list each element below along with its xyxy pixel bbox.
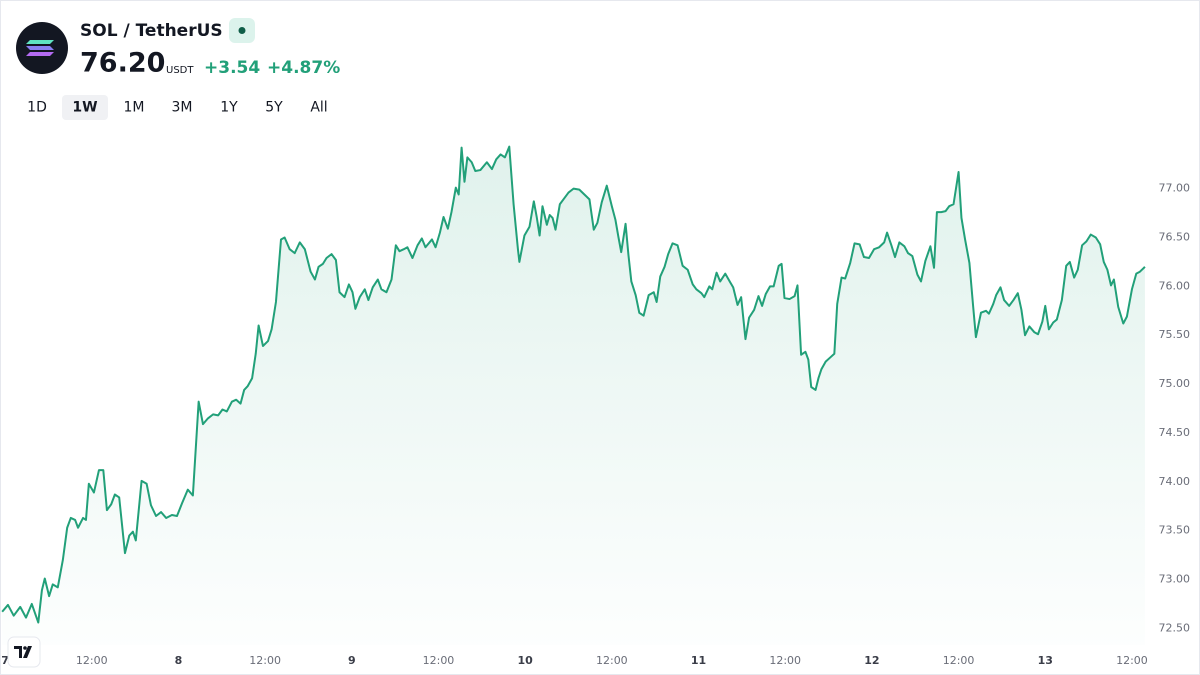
range-button[interactable]: 1D [27,100,47,116]
y-tick-label: 74.00 [1159,475,1191,488]
y-tick-label: 75.50 [1159,328,1191,341]
y-tick-label: 73.50 [1159,524,1191,537]
range-button[interactable]: All [310,100,327,116]
x-tick-label: 12:00 [76,654,108,667]
change-percent: +4.87% [267,58,340,78]
x-tick-label: 8 [175,654,183,667]
x-tick-label: 12:00 [423,654,455,667]
price: 76.20 [80,48,165,79]
price-line [1,145,1146,624]
change: +3.54 [204,58,260,78]
x-tick-label: 12:00 [769,654,801,667]
x-tick-label: 13 [1038,654,1053,667]
range-button[interactable]: 1M [124,100,145,116]
range-selector: 1D 1W 1M 3M 1Y 5Y All [27,95,328,120]
x-tick-label: 10 [518,654,534,667]
symbol: SOL / TetherUS [80,21,223,41]
x-tick-label: 12:00 [1116,654,1148,667]
y-tick-label: 74.50 [1159,426,1191,439]
logo [16,22,68,74]
y-tick-label: 76.00 [1159,279,1191,292]
status-dot [238,27,246,34]
x-tick-label: 9 [348,654,356,667]
range-button[interactable]: 5Y [265,100,283,116]
x-tick-label: 12:00 [249,654,281,667]
currency: USDT [166,65,194,76]
range-button[interactable]: 1Y [220,100,238,116]
range-highlight [62,95,108,120]
x-tick-label: 12:00 [596,654,628,667]
y-tick-label: 76.50 [1159,230,1191,243]
y-tick-label: 72.50 [1159,621,1191,634]
y-tick-label: 75.00 [1159,377,1191,390]
y-tick-label: 77.00 [1159,182,1191,195]
plot-area [1,145,1146,646]
x-tick-label: 12 [864,654,879,667]
price-area [2,146,1145,646]
x-tick-label: 7 [1,654,9,667]
tv-logo [7,636,41,668]
range-button[interactable]: 3M [172,100,193,116]
x-tick-label: 11 [691,654,706,667]
y-tick-label: 73.00 [1159,573,1191,586]
range-button[interactable]: 1W [72,100,97,116]
axes: 72.50 73.00 73.50 74.00 74.50 75.00 75.50 76.00… [1,182,1190,667]
x-tick-label: 12:00 [943,654,975,667]
